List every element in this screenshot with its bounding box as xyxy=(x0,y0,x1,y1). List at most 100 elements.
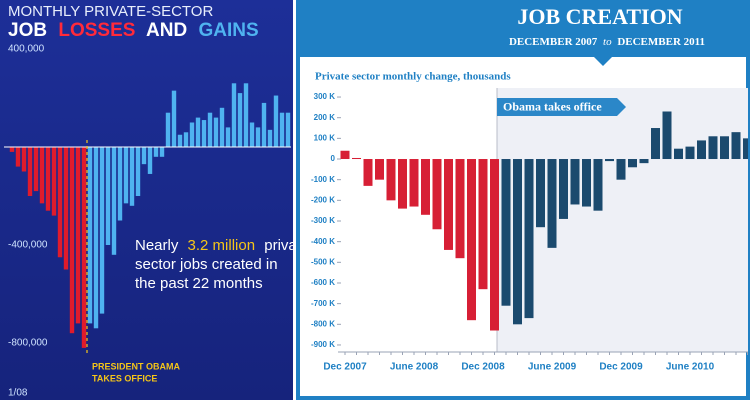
bar xyxy=(207,112,213,147)
bar xyxy=(39,147,45,204)
y-tick-label: 100 K xyxy=(314,133,336,142)
x-tick-label: June 2010 xyxy=(666,362,715,373)
bar xyxy=(9,147,15,152)
bar xyxy=(93,147,99,329)
bar xyxy=(69,147,75,334)
right-subtitle: DECEMBER 2007 to DECEMBER 2011 xyxy=(509,36,705,48)
left-title: MONTHLY PRIVATE-SECTOR xyxy=(8,3,213,20)
bar xyxy=(33,147,39,192)
bar xyxy=(183,132,189,147)
left-title-2: JOB LOSSES AND GAINS xyxy=(8,20,259,41)
event-label: TAKES OFFICE xyxy=(92,373,157,383)
left-chart: 400,000 -400,000 -800,000 1/08 xyxy=(4,44,291,399)
bar xyxy=(159,147,165,157)
bar xyxy=(363,159,373,186)
bar xyxy=(231,83,237,147)
note-line: Nearly 3.2 million private xyxy=(135,237,309,254)
x-tick-label: June 2008 xyxy=(390,362,439,373)
subtitle-part: to xyxy=(603,36,612,48)
right-chart: 300 K 200 K 100 K 0 -100 K -200 K -300 K -400 K… xyxy=(311,92,748,373)
bar xyxy=(375,159,384,180)
y-tick-label: -600 K xyxy=(311,278,335,287)
bar xyxy=(153,147,159,157)
bar xyxy=(582,159,591,207)
bar xyxy=(249,122,255,147)
bar xyxy=(243,83,249,147)
bar xyxy=(444,159,453,250)
bar xyxy=(685,146,695,160)
bar xyxy=(123,147,129,204)
bar xyxy=(261,102,267,147)
title-part: LOSSES xyxy=(58,20,135,41)
y-tick-label: -400,000 xyxy=(8,240,48,251)
bar xyxy=(467,159,476,321)
y-axis-label: Private sector monthly change, thousands xyxy=(315,71,511,83)
bar xyxy=(421,159,430,215)
y-tick-label: -400 K xyxy=(311,237,335,246)
bar xyxy=(398,159,407,209)
bar xyxy=(57,147,63,258)
bar xyxy=(99,147,105,314)
bar xyxy=(81,147,87,348)
bar xyxy=(352,157,361,160)
bar xyxy=(171,90,177,147)
y-tick-label: 400,000 xyxy=(8,44,45,55)
bar xyxy=(639,159,649,164)
bar xyxy=(559,159,568,219)
annotation-box xyxy=(497,98,626,116)
bar xyxy=(455,159,465,259)
bar xyxy=(731,132,741,160)
bar xyxy=(743,138,748,160)
bar xyxy=(27,147,33,196)
bar xyxy=(386,159,396,201)
bar xyxy=(536,159,545,228)
title-part: AND xyxy=(146,20,187,41)
bar xyxy=(285,112,291,147)
bar xyxy=(141,147,147,165)
bar xyxy=(340,150,350,160)
event-label: PRESIDENT OBAMA xyxy=(92,361,181,371)
y-tick-label: -200 K xyxy=(311,195,335,204)
bar xyxy=(478,159,488,290)
bar xyxy=(570,159,580,205)
y-tick-label: -800,000 xyxy=(8,338,48,349)
bar xyxy=(147,147,153,174)
bar xyxy=(255,127,261,147)
note-line: the past 22 months xyxy=(135,275,263,292)
bar xyxy=(662,111,672,160)
bar xyxy=(267,129,273,147)
bar xyxy=(616,159,626,180)
bar xyxy=(279,112,285,147)
note-part: 3.2 million xyxy=(188,237,256,254)
y-tick-label: -900 K xyxy=(311,340,335,349)
bar xyxy=(219,107,225,147)
bar xyxy=(135,147,141,196)
title-part: GAINS xyxy=(198,20,258,41)
bar xyxy=(524,159,534,319)
y-tick-label: -100 K xyxy=(311,175,335,184)
y-tick-label: -700 K xyxy=(311,299,335,308)
bar xyxy=(111,147,117,255)
bar xyxy=(547,159,557,248)
bar xyxy=(708,136,718,160)
bar xyxy=(593,159,603,211)
bar xyxy=(87,147,93,324)
bar xyxy=(490,159,499,331)
bar xyxy=(628,159,637,168)
bar xyxy=(697,140,706,160)
bar xyxy=(75,147,81,324)
y-tick-label: -800 K xyxy=(311,319,335,328)
right-header xyxy=(296,0,750,57)
note-line: sector jobs created in xyxy=(135,256,278,273)
bar xyxy=(605,159,614,162)
y-tick-label: 0 xyxy=(331,154,336,163)
bar xyxy=(432,159,442,230)
bar xyxy=(45,147,51,211)
bar xyxy=(63,147,69,270)
bar xyxy=(21,147,27,172)
y-tick-label: -300 K xyxy=(311,216,335,225)
bar xyxy=(177,134,183,147)
bar xyxy=(501,159,511,306)
y-tick-label: -500 K xyxy=(311,257,335,266)
